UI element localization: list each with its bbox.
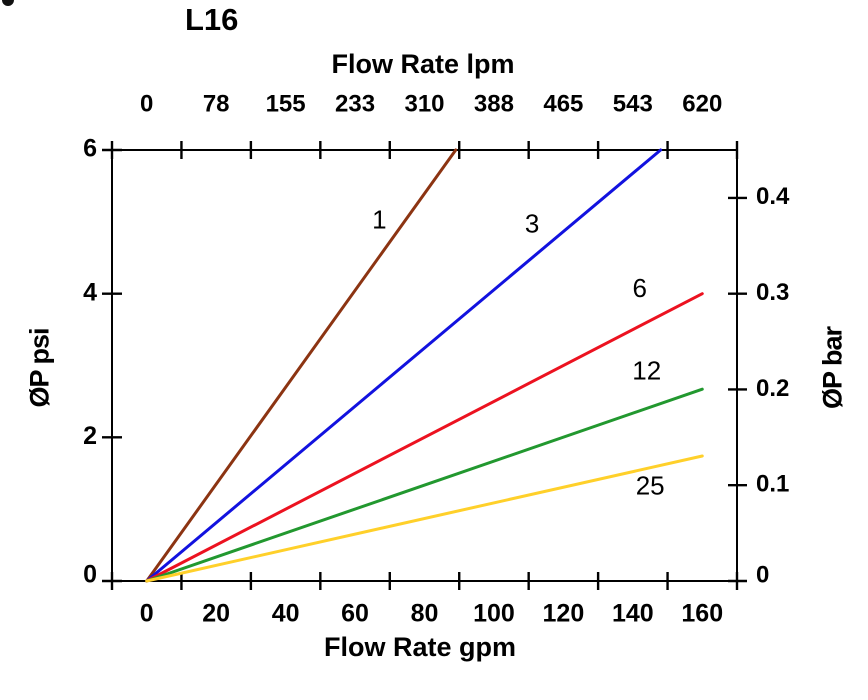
y-left-tick-label: 2 — [83, 422, 97, 450]
series-label-3: 3 — [525, 208, 539, 238]
plot-frame — [111, 149, 738, 582]
y-right-tick-label: 0 — [756, 561, 769, 588]
x-axis-bottom-label: Flow Rate gpm — [323, 632, 517, 662]
x-top-tick-label: 155 — [266, 90, 306, 117]
y-right-tick-label: 0.2 — [756, 375, 789, 402]
x-top-tick-label: 543 — [613, 90, 653, 117]
x-top-tick-label: 78 — [203, 90, 230, 117]
y-left-tick-label: 4 — [83, 278, 97, 306]
x-top-tick-label: 233 — [335, 90, 375, 117]
corner-artifact — [2, 0, 14, 6]
x-bottom-tick-label: 40 — [272, 600, 300, 628]
series-line-3 — [145, 148, 663, 583]
x-bottom-tick-label: 120 — [543, 600, 585, 628]
x-top-tick-label: 388 — [474, 90, 514, 117]
x-bottom-tick-label: 60 — [341, 600, 369, 628]
x-top-tick-label: 465 — [543, 90, 583, 117]
x-bottom-tick-label: 20 — [202, 600, 230, 628]
y-right-tick-label: 0.4 — [756, 183, 790, 210]
series-label-6: 6 — [633, 273, 647, 303]
series-label-25: 25 — [636, 470, 665, 500]
series-label-1: 1 — [372, 205, 386, 235]
x-axis-top-label: Flow Rate lpm — [331, 49, 515, 79]
x-bottom-tick-label: 0 — [140, 600, 154, 628]
y-right-tick-label: 0.3 — [756, 279, 789, 306]
series-line-6 — [145, 292, 704, 583]
y-left-tick-label: 0 — [83, 561, 97, 589]
x-bottom-tick-label: 160 — [681, 600, 723, 628]
x-top-tick-label: 0 — [140, 90, 153, 117]
y-left-tick-label: 6 — [83, 135, 97, 163]
series-line-25 — [145, 454, 704, 583]
x-top-tick-label: 620 — [682, 90, 722, 117]
chart-title: L16 — [185, 2, 239, 37]
y-right-tick-label: 0.1 — [756, 471, 789, 498]
x-top-tick-label: 310 — [404, 90, 444, 117]
series-line-12 — [145, 387, 704, 583]
x-bottom-tick-label: 140 — [612, 600, 654, 628]
series-label-12: 12 — [632, 356, 661, 386]
x-bottom-tick-label: 100 — [473, 600, 515, 628]
series-line-1 — [145, 148, 458, 583]
x-bottom-tick-label: 80 — [411, 600, 439, 628]
